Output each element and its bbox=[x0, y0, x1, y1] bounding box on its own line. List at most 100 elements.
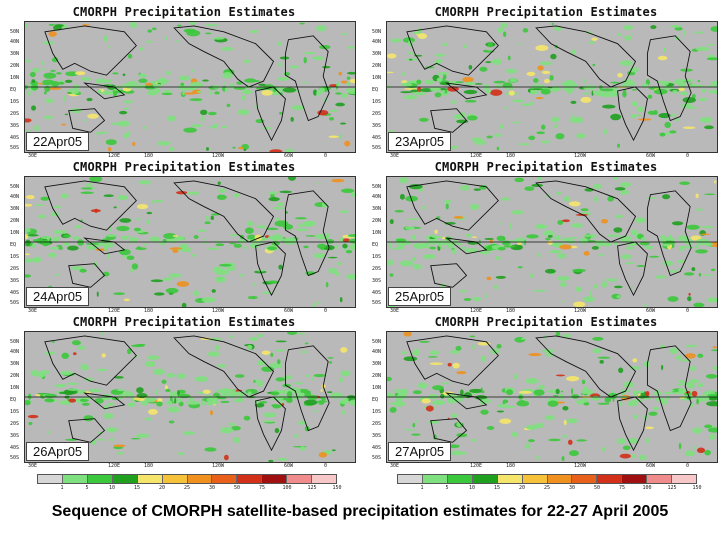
rain-cell bbox=[639, 241, 650, 246]
rain-cell bbox=[583, 251, 590, 256]
rain-cell bbox=[399, 193, 405, 200]
rain-cell bbox=[591, 37, 598, 41]
rain-cell bbox=[582, 85, 597, 90]
rain-cell bbox=[512, 121, 521, 124]
rain-cell bbox=[340, 347, 348, 353]
rain-cell bbox=[91, 439, 97, 446]
rain-cell bbox=[571, 223, 583, 228]
date-label: 25Apr05 bbox=[388, 287, 452, 306]
rain-cell bbox=[189, 22, 197, 26]
rain-cell bbox=[600, 218, 609, 224]
rain-cell bbox=[613, 285, 623, 289]
rain-cell bbox=[407, 218, 420, 221]
latitude-label: 50N bbox=[10, 339, 20, 345]
rain-cell bbox=[80, 77, 91, 81]
rain-cell bbox=[348, 399, 355, 406]
rain-cell bbox=[412, 423, 416, 428]
rain-cell bbox=[67, 92, 72, 94]
rain-cell bbox=[496, 410, 505, 413]
rain-cell bbox=[136, 393, 148, 399]
rain-cell bbox=[63, 242, 71, 247]
coastline bbox=[406, 335, 499, 386]
rain-cell bbox=[631, 33, 635, 36]
colorbar-tick: 30 bbox=[208, 485, 216, 491]
rain-cell bbox=[583, 401, 590, 406]
latitude-label: 10S bbox=[372, 99, 382, 105]
rain-cell bbox=[409, 58, 413, 61]
rain-cell bbox=[695, 193, 699, 199]
rain-cell bbox=[573, 301, 586, 307]
rain-cell bbox=[620, 83, 631, 87]
rain-cell bbox=[387, 259, 395, 266]
colorbar-tick: 50 bbox=[593, 485, 601, 491]
rain-cell bbox=[663, 391, 674, 395]
longitude-label: 0 bbox=[686, 308, 690, 314]
rain-cell bbox=[484, 89, 492, 94]
rain-cell bbox=[445, 203, 449, 210]
rain-cell bbox=[624, 35, 632, 41]
rain-cell bbox=[194, 376, 209, 383]
colorbar-segment bbox=[472, 475, 498, 483]
rain-cell bbox=[60, 370, 73, 376]
rain-cell bbox=[176, 24, 182, 27]
rain-cell bbox=[531, 183, 544, 187]
rain-cell bbox=[532, 289, 547, 292]
rain-cell bbox=[152, 368, 165, 376]
rain-cell bbox=[597, 402, 610, 405]
longitude-label: 60W bbox=[646, 153, 656, 159]
rain-cell bbox=[678, 87, 685, 92]
longitude-label: 60W bbox=[284, 153, 294, 159]
coastline bbox=[284, 190, 330, 277]
longitude-label: 30E bbox=[390, 308, 400, 314]
rain-cell bbox=[518, 143, 531, 146]
rain-cell bbox=[472, 344, 475, 350]
rain-cell bbox=[110, 122, 122, 126]
rain-cell bbox=[113, 446, 124, 450]
latitude-label: 20S bbox=[10, 266, 20, 272]
rain-cell bbox=[571, 394, 580, 399]
rain-cell bbox=[662, 260, 674, 267]
rain-cell bbox=[575, 286, 583, 292]
rain-cell bbox=[561, 237, 573, 242]
rain-cell bbox=[672, 89, 678, 94]
rain-cell bbox=[153, 199, 164, 203]
rain-cell bbox=[255, 86, 270, 91]
rain-cell bbox=[412, 264, 422, 270]
rain-cell bbox=[61, 123, 66, 126]
rain-cell bbox=[400, 260, 414, 267]
colorbar-tick: 20 bbox=[158, 485, 166, 491]
rain-cell bbox=[456, 119, 469, 124]
rain-cell bbox=[119, 218, 132, 223]
rain-cell bbox=[326, 391, 333, 394]
rain-cell bbox=[484, 237, 494, 240]
rain-cell bbox=[117, 120, 131, 127]
rain-cell bbox=[294, 433, 299, 438]
rain-cell bbox=[209, 89, 213, 96]
rain-cell bbox=[339, 210, 350, 214]
rain-cell bbox=[559, 244, 572, 250]
rain-cell bbox=[463, 89, 478, 95]
rain-cell bbox=[593, 283, 598, 290]
rain-cell bbox=[96, 368, 108, 372]
rain-cell bbox=[86, 97, 93, 102]
rain-cell bbox=[233, 436, 240, 444]
latitude-label: 40S bbox=[372, 135, 382, 141]
rain-cell bbox=[707, 427, 717, 433]
rain-cell bbox=[401, 80, 408, 84]
rain-cell bbox=[678, 82, 687, 88]
rain-cell bbox=[241, 95, 246, 101]
rain-cell bbox=[181, 302, 187, 307]
latitude-label: 50N bbox=[10, 184, 20, 190]
rain-cell bbox=[277, 41, 283, 46]
rain-cell bbox=[624, 246, 635, 250]
rain-cell bbox=[579, 237, 589, 244]
coastline bbox=[44, 180, 137, 231]
rain-cell bbox=[283, 72, 291, 76]
rain-cell bbox=[56, 244, 63, 247]
rain-cell bbox=[259, 400, 268, 404]
rain-cell bbox=[453, 216, 464, 219]
rain-cell bbox=[388, 242, 393, 248]
longitude-label: 180 bbox=[144, 463, 154, 469]
precipitation-map bbox=[24, 21, 356, 153]
longitude-label: 60W bbox=[646, 463, 656, 469]
